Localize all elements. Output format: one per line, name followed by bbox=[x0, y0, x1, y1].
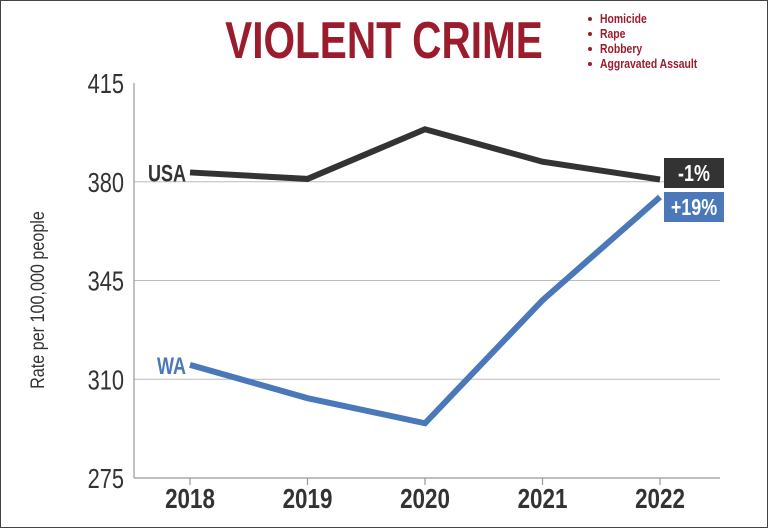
x-tick-label: 2020 bbox=[400, 484, 450, 515]
legend-bullet bbox=[588, 47, 592, 51]
legend-item: Aggravated Assault bbox=[600, 57, 697, 71]
legend-bullet bbox=[588, 17, 592, 21]
series-label-usa: USA bbox=[148, 161, 186, 187]
y-axis-label: Rate per 100,000 people bbox=[27, 211, 49, 389]
y-tick-label: 310 bbox=[88, 365, 124, 396]
change-badge-usa bbox=[664, 158, 724, 188]
y-tick-label: 345 bbox=[88, 266, 124, 297]
series-label-wa: WA bbox=[157, 353, 186, 379]
x-tick-label: 2019 bbox=[283, 484, 333, 515]
legend-item: Robbery bbox=[600, 42, 643, 56]
series-line-wa bbox=[189, 194, 662, 427]
change-badge-wa bbox=[664, 192, 724, 222]
y-tick-label: 380 bbox=[88, 167, 124, 198]
x-tick-label: 2018 bbox=[165, 484, 215, 515]
y-tick-label: 275 bbox=[88, 463, 124, 494]
y-tick-label: 415 bbox=[88, 68, 124, 99]
legend-bullet bbox=[588, 32, 592, 36]
series-line-usa bbox=[189, 126, 661, 183]
legend-item: Homicide bbox=[600, 12, 647, 26]
chart-title: VIOLENT CRIME bbox=[225, 11, 543, 69]
change-label-usa: -1% bbox=[678, 161, 710, 187]
change-label-wa: +19% bbox=[671, 195, 717, 221]
legend-item: Rape bbox=[600, 27, 626, 41]
x-tick-label: 2021 bbox=[518, 484, 568, 515]
x-tick-label: 2022 bbox=[635, 484, 685, 515]
legend-bullet bbox=[588, 62, 592, 66]
